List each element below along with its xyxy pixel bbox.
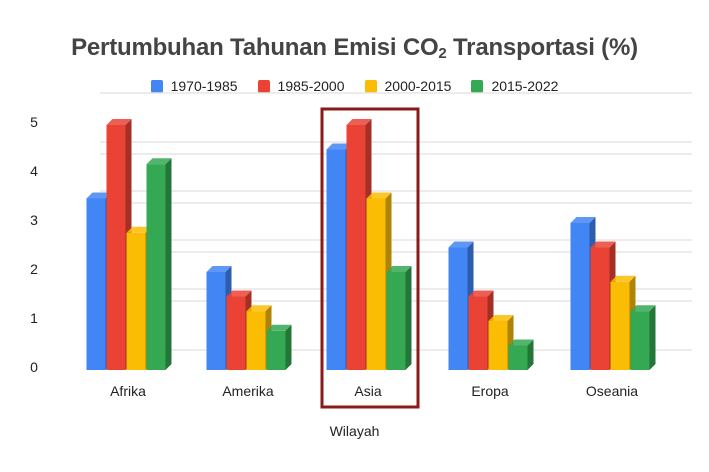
y-tick-label: 5 — [30, 114, 38, 130]
bar-side — [285, 324, 292, 370]
bar[interactable] — [86, 198, 106, 371]
y-tick-label: 1 — [30, 310, 38, 326]
bar[interactable] — [590, 247, 610, 371]
bar-top — [86, 192, 112, 199]
bar[interactable] — [126, 232, 146, 370]
chart-title: Pertumbuhan Tahunan Emisi CO2 Transporta… — [71, 34, 638, 62]
bar-group-eropa — [448, 241, 534, 371]
legend-label: 2015-2022 — [491, 78, 559, 94]
bar[interactable] — [266, 330, 286, 370]
bar[interactable] — [106, 125, 126, 370]
bar[interactable] — [610, 281, 630, 370]
legend-label: 1985-2000 — [277, 78, 345, 94]
highlight-box — [320, 107, 420, 409]
legend-label: 2000-2015 — [384, 78, 452, 94]
bar[interactable] — [326, 149, 346, 371]
bar[interactable] — [386, 272, 406, 370]
bar-top — [146, 158, 172, 165]
legend-swatch-icon — [150, 79, 163, 93]
bar-top — [468, 290, 494, 297]
bar-group-amerika — [206, 266, 292, 371]
x-axis-title: Wilayah — [329, 423, 380, 439]
bar[interactable] — [226, 296, 246, 371]
bar[interactable] — [570, 223, 590, 370]
bar[interactable] — [146, 164, 166, 370]
bar-side — [405, 266, 412, 370]
bar-group-afrika — [86, 119, 172, 371]
bar-top — [590, 241, 616, 248]
bar[interactable] — [366, 198, 386, 371]
bar-group-oseania — [570, 217, 656, 371]
bar-side — [165, 158, 172, 370]
bar-top — [106, 119, 132, 125]
x-tick-label: Asia — [354, 383, 381, 399]
legend-label: 1970-1985 — [170, 78, 238, 94]
bar-top — [508, 339, 534, 346]
bar[interactable] — [488, 321, 508, 370]
x-tick-label: Oseania — [586, 383, 638, 399]
bar[interactable] — [246, 311, 266, 370]
y-tick-label: 4 — [30, 163, 38, 179]
bar-side — [527, 339, 534, 370]
bar[interactable] — [448, 247, 468, 371]
bar-top — [226, 290, 252, 297]
bar-top — [570, 217, 596, 223]
legend-swatch-icon — [471, 79, 484, 93]
x-tick-label: Amerika — [222, 383, 274, 399]
bar[interactable] — [206, 272, 226, 370]
chart-legend: 1970-1985 1985-2000 2000-2015 2015-2022 — [0, 78, 709, 94]
bar[interactable] — [630, 311, 650, 370]
bar-top — [630, 305, 656, 312]
legend-swatch-icon — [257, 79, 270, 93]
legend-item[interactable]: 1985-2000 — [257, 78, 345, 94]
x-tick-label: Afrika — [110, 383, 146, 399]
bar-side — [649, 305, 656, 370]
legend-swatch-icon — [364, 79, 377, 93]
legend-item[interactable]: 2015-2022 — [471, 78, 558, 94]
bar-top — [386, 266, 412, 272]
legend-item[interactable]: 1970-1985 — [150, 78, 238, 94]
bar-top — [366, 192, 392, 199]
bar-top — [448, 241, 474, 248]
y-tick-label: 0 — [30, 359, 38, 375]
bar-top — [346, 119, 372, 125]
bar[interactable] — [508, 345, 528, 371]
bar-top — [610, 275, 636, 282]
bar-group-asia — [326, 119, 412, 371]
bar-top — [246, 305, 272, 312]
x-tick-label: Eropa — [471, 383, 509, 399]
bar-top — [488, 315, 514, 321]
bar-top — [126, 226, 152, 233]
bar-top — [266, 324, 292, 331]
y-tick-label: 2 — [30, 261, 38, 277]
bar-top — [206, 266, 232, 272]
bar[interactable] — [346, 125, 366, 370]
bar[interactable] — [468, 296, 488, 371]
y-tick-label: 3 — [30, 212, 38, 228]
bar-top — [326, 143, 352, 150]
legend-item[interactable]: 2000-2015 — [364, 78, 452, 94]
